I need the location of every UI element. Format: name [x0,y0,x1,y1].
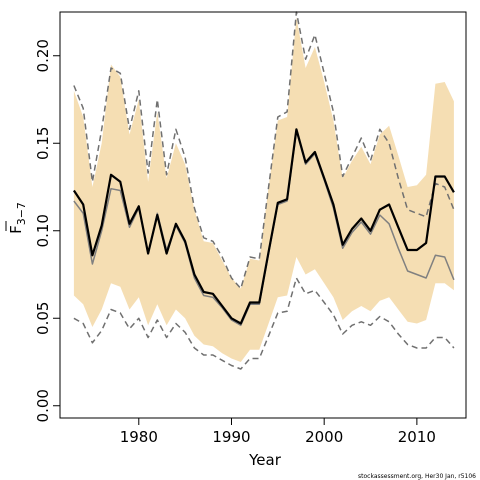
y-tick-label: 0.05 [34,302,52,335]
x-tick-label: 1980 [120,428,158,446]
main-estimate-line [72,128,455,325]
confidence-band-layer [73,17,454,363]
band-area [73,17,454,363]
y-tick-label: 0.20 [34,39,52,72]
footnote: stockassessment.org, Her30 Jan, r5106 [358,473,476,480]
dashed-bound-line-2 [73,277,455,370]
y-tick-label: 0.15 [34,127,52,160]
x-tick-label: 2000 [305,428,343,446]
x-axis: 1980 1990 2000 2010 [120,418,436,446]
plot-frame [59,11,467,419]
y-axis-title-main: F [7,225,25,234]
x-tick-label: 2010 [398,428,436,446]
y-axis-title: F3−7 [5,202,28,234]
y-tick-label: 0.00 [34,389,52,422]
y-tick-label: 0.10 [34,214,52,247]
x-tick-label: 1990 [212,428,250,446]
series-lines-layer [72,11,455,370]
dashed-bound-line [73,11,455,290]
y-axis-title-sub: 3−7 [15,202,28,225]
svg-text:F3−7: F3−7 [7,202,28,234]
x-axis-title: Year [248,451,282,469]
y-axis: 0.00 0.05 0.10 0.15 0.20 [34,39,60,422]
